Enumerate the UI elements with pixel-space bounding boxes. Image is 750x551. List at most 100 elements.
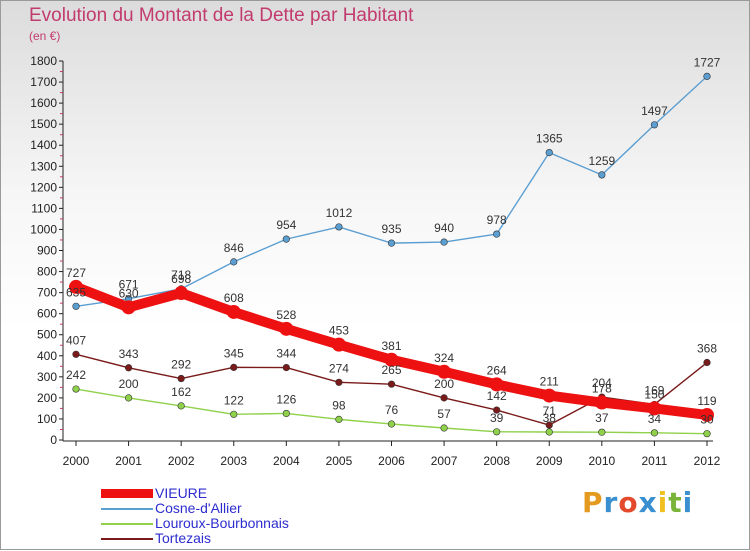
data-point [493, 230, 501, 238]
proxiti-logo: Proxiti [582, 486, 693, 519]
data-label: 1012 [326, 206, 353, 220]
data-label: 608 [224, 291, 244, 305]
data-label: 727 [66, 266, 86, 280]
x-tick-label: 2009 [536, 454, 563, 468]
y-tick-label: 1600 [30, 96, 57, 110]
x-tick-label: 2004 [273, 454, 300, 468]
data-label: 344 [276, 347, 296, 361]
data-point [69, 279, 83, 294]
y-tick-label: 100 [37, 412, 57, 426]
data-point [282, 409, 290, 418]
y-tick-label: 400 [37, 349, 57, 363]
data-label: 204 [592, 376, 612, 390]
data-label: 39 [490, 411, 504, 425]
data-label: 292 [171, 358, 191, 372]
data-point [384, 352, 399, 367]
data-point [387, 380, 396, 388]
data-point [437, 364, 452, 379]
legend-label: Cosne-d'Allier [155, 500, 242, 516]
data-label: 1365 [536, 132, 563, 146]
data-label: 1259 [588, 154, 615, 168]
data-point [598, 428, 606, 436]
data-label: 265 [381, 363, 401, 377]
data-point [440, 238, 448, 246]
x-tick-label: 2011 [642, 454, 668, 468]
data-label: 200 [119, 377, 139, 391]
y-tick-label: 1500 [30, 117, 57, 131]
data-label: 528 [276, 308, 296, 322]
data-point [279, 321, 294, 336]
logo-letter: P [582, 486, 604, 519]
data-label: 407 [66, 333, 86, 347]
y-tick-label: 1400 [30, 138, 57, 152]
x-tick-label: 2002 [168, 454, 195, 468]
data-point [174, 286, 189, 301]
y-tick-label: 900 [37, 244, 57, 258]
data-point [230, 410, 238, 418]
data-label: 162 [171, 385, 191, 399]
x-tick-label: 2010 [588, 454, 615, 468]
x-tick-label: 2000 [63, 454, 90, 468]
data-label: 126 [276, 392, 296, 406]
data-label: 324 [434, 351, 454, 365]
y-tick-label: 1700 [30, 75, 57, 89]
data-label: 150 [644, 387, 664, 401]
data-label: 76 [385, 403, 399, 417]
data-point [230, 363, 238, 371]
data-point [387, 239, 396, 247]
series-louroux-bourbonnais [72, 385, 711, 438]
data-point [72, 302, 80, 310]
data-label: 698 [171, 272, 191, 286]
data-point [335, 415, 343, 423]
y-tick-label: 1800 [30, 54, 57, 68]
data-point [282, 235, 290, 243]
y-tick-label: 1300 [30, 159, 57, 173]
data-point [545, 428, 553, 436]
data-label: 453 [329, 324, 349, 338]
x-tick-label: 2008 [483, 454, 510, 468]
series-vieure [69, 279, 714, 422]
data-point [703, 430, 711, 438]
data-point [230, 258, 238, 266]
legend-swatch [101, 489, 153, 498]
data-label: 242 [66, 368, 86, 382]
x-tick-label: 2001 [115, 454, 142, 468]
data-point [335, 378, 343, 386]
data-point [72, 350, 80, 358]
data-label: 98 [332, 398, 346, 412]
data-point [440, 394, 448, 402]
data-label: 368 [697, 342, 717, 356]
logo-letter: x [638, 486, 658, 519]
series-cosne-d-allier [72, 72, 711, 310]
data-point [650, 121, 659, 129]
data-label: 274 [329, 361, 349, 375]
legend-label: Tortezais [155, 530, 212, 546]
data-label: 630 [119, 286, 139, 300]
data-point [226, 304, 241, 319]
data-label: 38 [543, 411, 557, 425]
data-point [72, 385, 80, 393]
data-label: 671 [119, 278, 139, 292]
data-label: 345 [224, 346, 244, 360]
logo-letter: i [657, 486, 669, 519]
data-label: 178 [592, 382, 612, 396]
data-label: 57 [437, 407, 451, 421]
data-point [440, 424, 448, 432]
x-tick-label: 2006 [378, 454, 405, 468]
data-point [545, 148, 553, 157]
data-point [331, 337, 346, 352]
data-label: 71 [543, 404, 557, 418]
data-label: 200 [434, 377, 454, 391]
logo-letter: t [668, 486, 683, 519]
y-tick-label: 200 [37, 391, 57, 405]
data-label: 169 [644, 383, 664, 397]
data-label: 122 [224, 393, 244, 407]
data-label: 1497 [641, 104, 668, 118]
data-label: 34 [648, 412, 662, 426]
data-label: 940 [434, 221, 454, 235]
legend-swatch [101, 523, 153, 525]
data-point [121, 300, 136, 315]
chart-subtitle: (en €) [29, 29, 61, 43]
y-tick-label: 300 [37, 370, 57, 384]
